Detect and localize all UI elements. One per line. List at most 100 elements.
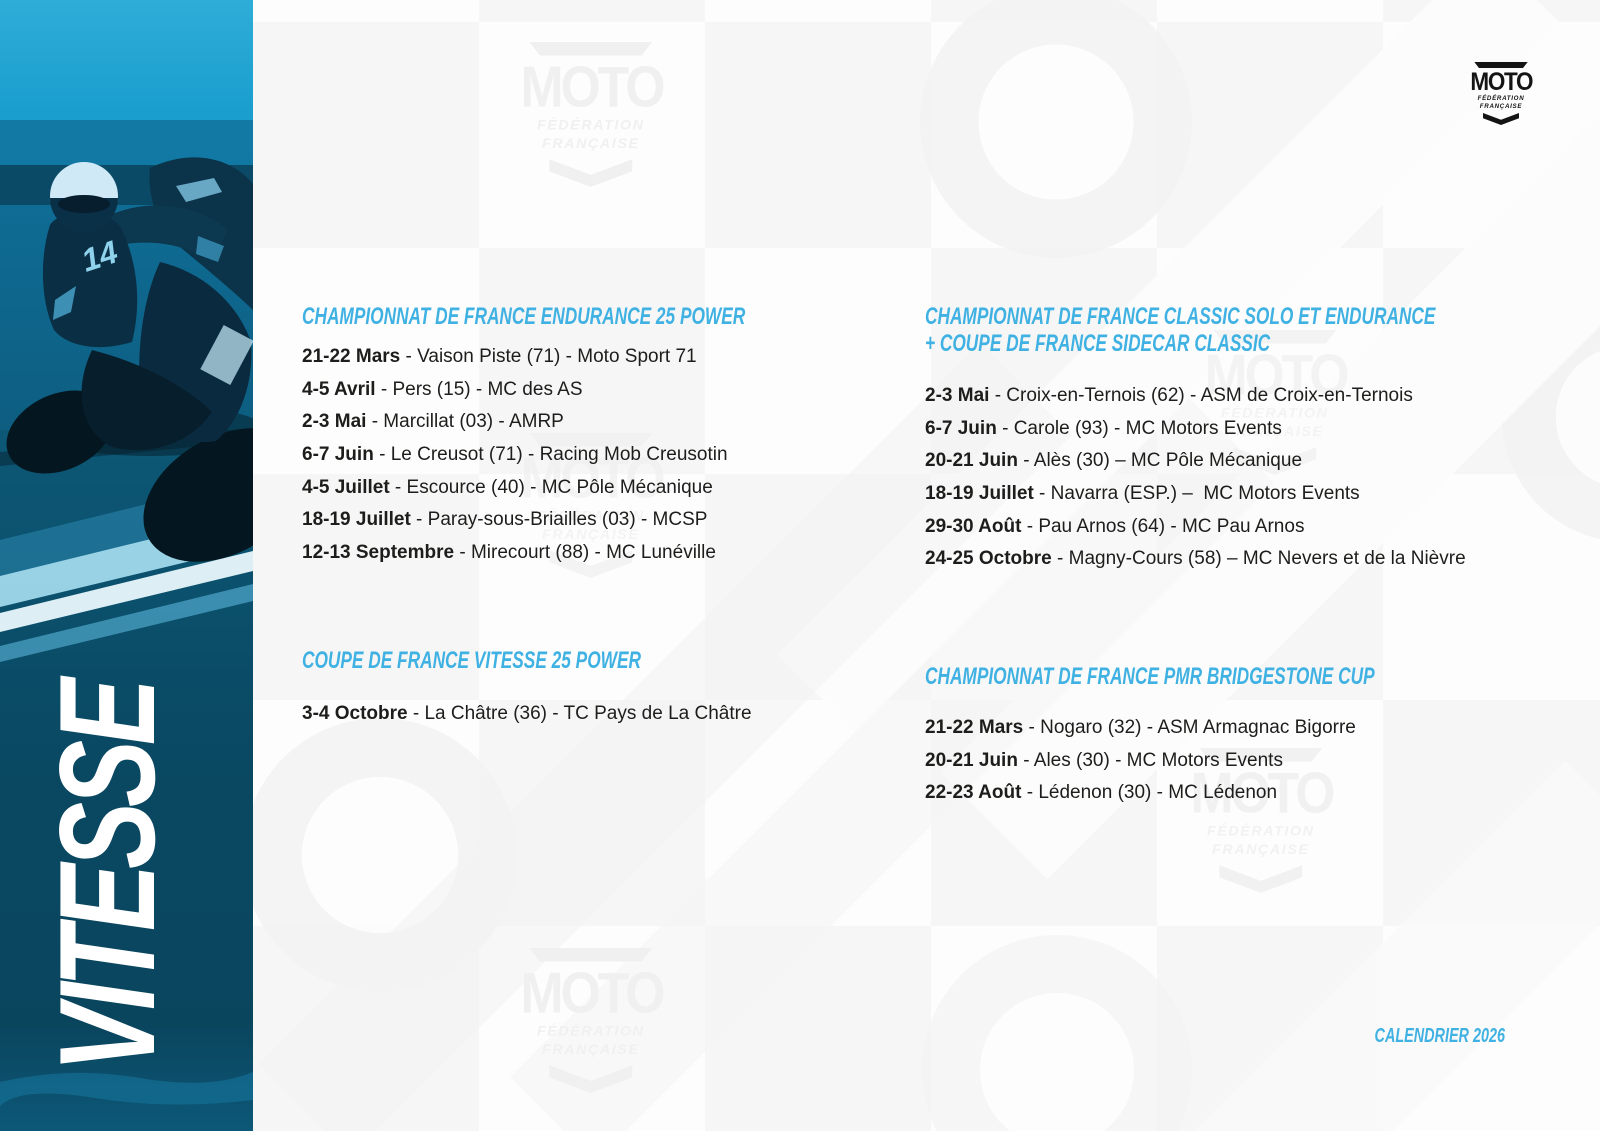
section-pmr-bridgestone-cup: CHAMPIONNAT DE FRANCE PMR BRIDGESTONE CU… <box>925 663 1549 803</box>
event-date: 4-5 Juillet <box>302 476 390 498</box>
event-list: 21-22 Mars - Nogaro (32) - ASM Armagnac … <box>925 712 1356 810</box>
shield-chevron-icon <box>549 158 633 186</box>
shield-subtitle: FÉDÉRATION <box>537 508 645 525</box>
event-row: 20-21 Juin - Ales (30) - MC Motors Event… <box>925 745 1356 778</box>
event-details: - Vaison Piste (71) - Moto Sport 71 <box>400 346 697 367</box>
section-title: CHAMPIONNAT DE FRANCE PMR BRIDGESTONE CU… <box>925 663 1375 690</box>
event-row: 21-22 Mars - Vaison Piste (71) - Moto Sp… <box>302 341 728 374</box>
sidebar: 14 VITESSE <box>0 0 253 1131</box>
shield-bar-icon <box>1199 748 1323 762</box>
section-endurance-25-power: CHAMPIONNAT DE FRANCE ENDURANCE 25 POWER… <box>302 303 918 563</box>
ffm-shield-watermark: MOTO FÉDÉRATION FRANÇAISE <box>508 948 674 1092</box>
shield-bar-icon <box>529 433 653 447</box>
shield-subtitle: FRANÇAISE <box>1212 841 1310 858</box>
event-date: 21-22 Mars <box>925 717 1024 738</box>
event-date: 21-22 Mars <box>302 346 401 367</box>
event-details: - Pau Arnos (64) - MC Pau Arnos <box>1021 515 1305 537</box>
event-details: - Magny-Cours (58) – MC Nevers et de la … <box>1051 548 1466 570</box>
event-row: 18-19 Juillet - Navarra (ESP.) – MC Moto… <box>925 478 1466 511</box>
motorcycle-photo: 14 <box>0 0 253 1131</box>
event-details: - Carole (93) - MC Motors Events <box>996 417 1282 439</box>
event-row: 3-4 Octobre - La Châtre (36) - TC Pays d… <box>302 698 752 731</box>
ffm-shield-watermark: MOTO FÉDÉRATION FRANÇAISE <box>508 433 674 577</box>
shield-moto-text: MOTO <box>519 446 665 512</box>
event-details: - Pers (15) - MC des AS <box>375 378 583 400</box>
section-title: CHAMPIONNAT DE FRANCE ENDURANCE 25 POWER <box>302 303 745 330</box>
event-row: 21-22 Mars - Nogaro (32) - ASM Armagnac … <box>925 712 1356 745</box>
shield-chevron-icon <box>1233 446 1317 474</box>
event-details: - Mirecourt (88) - MC Lunéville <box>454 542 716 564</box>
event-details: - Paray-sous-Briailles (03) - MCSP <box>410 509 708 531</box>
event-row: 4-5 Juillet - Escource (40) - MC Pôle Mé… <box>302 472 728 505</box>
ffm-logo: MOTO FÉDÉRATION FRANÇAISE <box>1465 62 1537 125</box>
event-row: 29-30 Août - Pau Arnos (64) - MC Pau Arn… <box>925 511 1466 544</box>
shield-moto-text: MOTO <box>1189 761 1335 827</box>
shield-subtitle: FÉDÉRATION <box>1221 405 1329 422</box>
shield-subtitle: FÉDÉRATION <box>1477 95 1525 102</box>
shield-moto-text: MOTO <box>519 55 665 121</box>
giant-o-shape <box>920 0 1192 258</box>
shield-moto-text: MOTO <box>1203 343 1349 409</box>
shield-chevron-icon <box>1483 112 1519 125</box>
event-list: 21-22 Mars - Vaison Piste (71) - Moto Sp… <box>302 341 728 570</box>
event-date: 6-7 Juin <box>302 444 374 466</box>
event-row: 6-7 Juin - Le Creusot (71) - Racing Mob … <box>302 439 728 472</box>
section-title-line: CHAMPIONNAT DE FRANCE PMR BRIDGESTONE CU… <box>925 663 1375 690</box>
event-details: - Marcillat (03) - AMRP <box>366 411 564 433</box>
shield-subtitle: FÉDÉRATION <box>537 117 645 134</box>
section-coupe-vitesse-25-power: COUPE DE FRANCE VITESSE 25 POWER 3-4 Oct… <box>302 647 773 724</box>
shield-subtitle: FRANÇAISE <box>1226 423 1324 440</box>
shield-chevron-icon <box>549 549 633 577</box>
event-row: 20-21 Juin - Alès (30) – MC Pôle Mécaniq… <box>925 445 1466 478</box>
event-date: 20-21 Juin <box>925 749 1018 771</box>
section-title-line: + COUPE DE FRANCE SIDECAR CLASSIC <box>925 330 1271 357</box>
event-details: - Lédenon (30) - MC Lédenon <box>1021 782 1278 804</box>
event-row: 2-3 Mai - Marcillat (03) - AMRP <box>302 406 728 439</box>
event-date: 18-19 Juillet <box>302 509 411 531</box>
event-date: 2-3 Mai <box>302 411 367 433</box>
event-row: 6-7 Juin - Carole (93) - MC Motors Event… <box>925 413 1466 446</box>
event-date: 6-7 Juin <box>925 417 997 439</box>
event-details: - Escource (40) - MC Pôle Mécanique <box>389 476 713 498</box>
shield-subtitle: FÉDÉRATION <box>537 1023 645 1040</box>
shield-subtitle: FRANÇAISE <box>542 526 640 543</box>
ffm-shield-watermark: MOTO FÉDÉRATION FRANÇAISE <box>1192 330 1358 474</box>
event-row: 18-19 Juillet - Paray-sous-Briailles (03… <box>302 504 728 537</box>
ffm-shield-watermark: MOTO FÉDÉRATION FRANÇAISE <box>508 42 674 186</box>
event-row: 24-25 Octobre - Magny-Cours (58) – MC Ne… <box>925 543 1466 576</box>
event-date: 22-23 Août <box>925 782 1022 804</box>
event-row: 2-3 Mai - Croix-en-Ternois (62) - ASM de… <box>925 380 1466 413</box>
event-date: 24-25 Octobre <box>925 548 1052 570</box>
section-title: CHAMPIONNAT DE FRANCE CLASSIC SOLO ET EN… <box>925 303 1435 357</box>
section-title-line: CHAMPIONNAT DE FRANCE CLASSIC SOLO ET EN… <box>925 303 1436 330</box>
event-list: 3-4 Octobre - La Châtre (36) - TC Pays d… <box>302 698 752 731</box>
shield-subtitle: FÉDÉRATION <box>1207 823 1315 840</box>
shield-bar-icon <box>1474 62 1528 68</box>
shield-moto-text: MOTO <box>1470 68 1533 96</box>
vertical-title: VITESSE <box>31 683 183 1072</box>
event-date: 2-3 Mai <box>925 385 990 406</box>
event-date: 4-5 Avril <box>302 378 376 400</box>
section-classic-solo-endurance-sidecar: CHAMPIONNAT DE FRANCE CLASSIC SOLO ET EN… <box>925 303 1600 569</box>
event-details: - Croix-en-Ternois (62) - ASM de Croix-e… <box>989 385 1413 406</box>
section-title-line: COUPE DE FRANCE VITESSE 25 POWER <box>302 647 641 674</box>
event-list: 2-3 Mai - Croix-en-Ternois (62) - ASM de… <box>925 380 1466 576</box>
shield-bar-icon <box>529 42 653 56</box>
event-details: - Nogaro (32) - ASM Armagnac Bigorre <box>1023 717 1356 738</box>
calendar-year-label: CALENDRIER 2026 <box>1374 1025 1505 1047</box>
event-row: 4-5 Avril - Pers (15) - MC des AS <box>302 374 728 407</box>
event-row: 12-13 Septembre - Mirecourt (88) - MC Lu… <box>302 537 728 570</box>
shield-chevron-icon <box>1219 864 1303 892</box>
event-date: 29-30 Août <box>925 515 1022 537</box>
shield-subtitle: FRANÇAISE <box>542 1041 640 1058</box>
event-details: - Le Creusot (71) - Racing Mob Creusotin <box>373 444 728 466</box>
ffm-shield-watermark: MOTO FÉDÉRATION FRANÇAISE <box>1178 748 1344 892</box>
event-details: - Ales (30) - MC Motors Events <box>1017 749 1283 771</box>
shield-chevron-icon <box>549 1064 633 1092</box>
motorcycle-rider: 14 <box>6 157 253 562</box>
event-date: 3-4 Octobre <box>302 703 408 724</box>
shield-moto-text: MOTO <box>519 961 665 1027</box>
